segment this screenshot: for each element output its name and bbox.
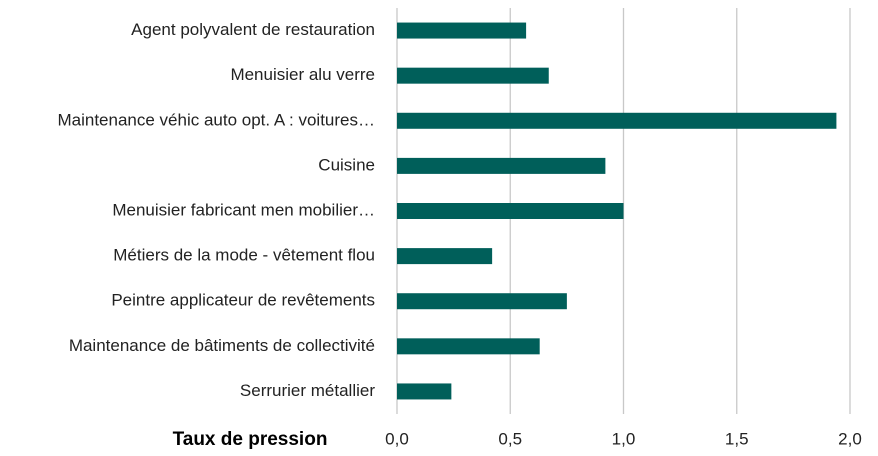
y-tick-label: Serrurier métallier	[240, 381, 375, 400]
bar	[397, 112, 837, 129]
bar	[397, 248, 493, 265]
x-axis-label: Taux de pression	[173, 429, 328, 450]
y-tick-label: Peintre applicateur de revêtements	[111, 291, 375, 310]
y-tick-label: Agent polyvalent de restauration	[131, 20, 375, 39]
bar	[397, 338, 540, 355]
bar	[397, 383, 452, 400]
bar	[397, 157, 606, 174]
x-tick-label: 0,5	[498, 429, 522, 448]
x-tick-label: 0,0	[385, 429, 409, 448]
y-tick-label: Maintenance véhic auto opt. A : voitures…	[57, 110, 375, 129]
y-tick-label: Maintenance de bâtiments de collectivité	[69, 336, 375, 355]
x-tick-label: 1,0	[612, 429, 636, 448]
bar	[397, 293, 567, 310]
y-tick-label: Menuisier alu verre	[230, 65, 375, 84]
bar	[397, 67, 549, 84]
bar	[397, 22, 527, 39]
x-tick-label: 1,5	[725, 429, 749, 448]
y-tick-label: Cuisine	[318, 155, 375, 174]
x-tick-label: 2,0	[838, 429, 862, 448]
bar	[397, 203, 624, 219]
y-tick-label: Métiers de la mode - vêtement flou	[113, 246, 375, 265]
y-tick-label: Menuisier fabricant men mobilier…	[112, 200, 375, 219]
